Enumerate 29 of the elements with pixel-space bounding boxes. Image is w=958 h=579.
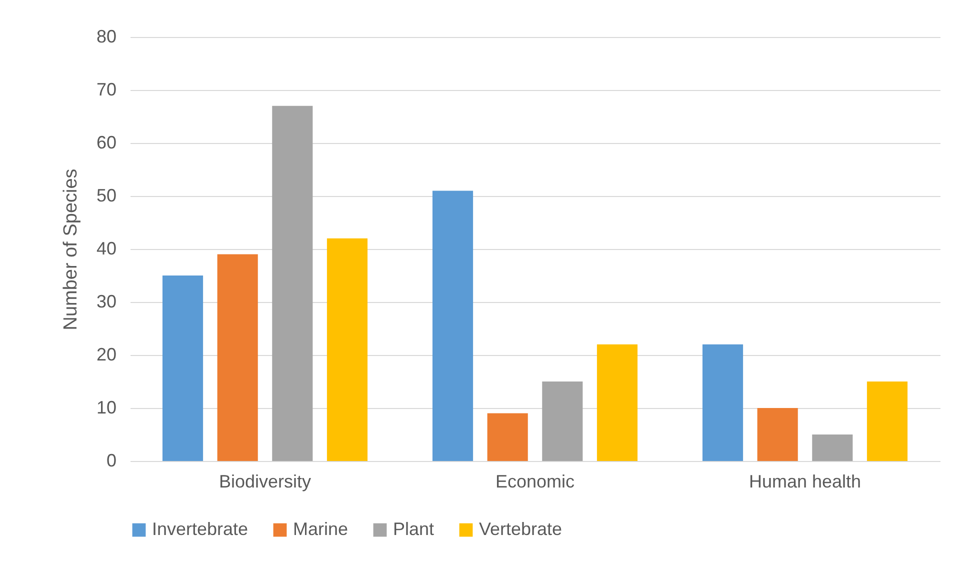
y-tick-label: 30: [96, 292, 116, 312]
y-tick-label: 20: [96, 344, 116, 364]
legend-label: Marine: [293, 519, 348, 539]
x-tick-label: Biodiversity: [218, 472, 312, 492]
y-tick-label: 40: [96, 238, 116, 258]
x-tick-label: Economic: [495, 472, 575, 492]
y-tick-label: 10: [96, 398, 116, 418]
x-tick-label: Human health: [748, 472, 862, 492]
bar: [596, 344, 638, 461]
bar: [326, 238, 368, 461]
bar: [812, 434, 853, 461]
bar: [432, 190, 474, 461]
y-tick-label: 50: [96, 186, 116, 206]
legend-label: Vertebrate: [479, 519, 562, 539]
y-tick-label: 0: [106, 450, 116, 470]
bar: [866, 382, 908, 461]
y-axis-title: Number of Species: [60, 168, 82, 330]
y-tick-label: 60: [96, 132, 116, 152]
bar: [757, 408, 798, 461]
bar: [542, 382, 583, 461]
legend-label: Invertebrate: [152, 519, 248, 539]
legend-label: Plant: [393, 519, 434, 539]
bar: [487, 413, 528, 461]
y-tick-label: 70: [96, 80, 116, 100]
bar: [702, 344, 744, 461]
bar: [272, 106, 313, 461]
bar: [162, 276, 204, 461]
y-tick-label: 80: [96, 26, 116, 46]
bar: [217, 254, 258, 461]
